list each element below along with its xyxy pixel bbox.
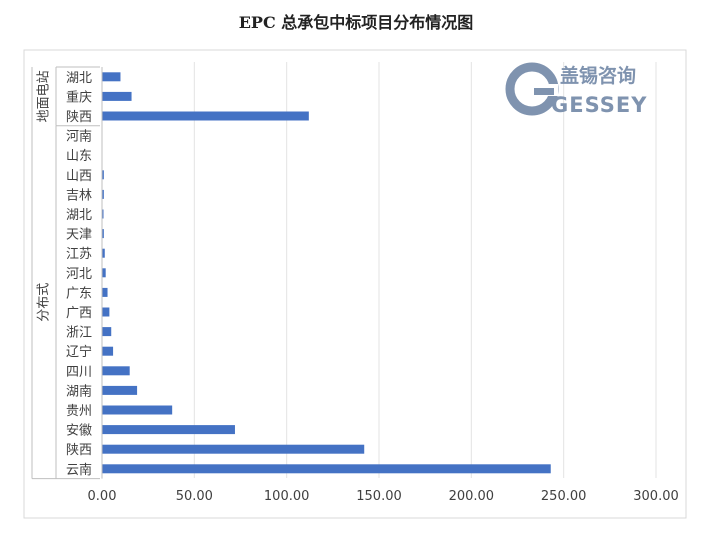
group-label: 地面电站 (37, 70, 52, 122)
category-label: 吉林 (66, 188, 92, 203)
category-label: 广东 (66, 286, 92, 301)
bar (102, 287, 108, 297)
bar (102, 425, 235, 435)
category-label: 山东 (66, 149, 92, 164)
bar (102, 268, 106, 278)
category-label: 四川 (66, 365, 92, 380)
category-label: 天津 (66, 228, 92, 243)
x-tick-label: 100.00 (264, 489, 310, 504)
bar (102, 91, 132, 101)
category-label: 贵州 (66, 404, 92, 419)
category-label: 湖南 (66, 383, 92, 399)
bar (102, 189, 104, 199)
category-label: 浙江 (66, 326, 92, 341)
bars (102, 72, 551, 474)
x-tick-label: 200.00 (449, 489, 495, 504)
bar (102, 405, 173, 415)
category-label: 湖北 (66, 208, 92, 223)
category-label: 江苏 (66, 246, 92, 262)
logo-g-bar (534, 88, 554, 95)
chart-frame (23, 49, 687, 519)
x-tick-label: 250.00 (541, 489, 587, 504)
group-label: 分布式 (37, 283, 52, 322)
bar (102, 111, 309, 121)
x-tick-labels: 0.00 50.00 100.00 150.00 200.00 250.00 300.00 (88, 489, 679, 504)
category-label: 安徽 (66, 424, 92, 439)
bar (102, 346, 114, 356)
x-tick-label: 300.00 (633, 489, 679, 504)
bar (102, 327, 112, 337)
x-tick-label: 150.00 (356, 489, 402, 504)
bar (102, 444, 365, 454)
category-label: 河北 (66, 267, 92, 282)
bar (102, 72, 121, 82)
category-label: 云南 (66, 462, 92, 478)
bar (102, 307, 110, 317)
logo-chinese-text: 盖锡咨询 (560, 64, 636, 87)
chart-title: EPC 总承包中标项目分布情况图 (239, 13, 474, 32)
gridlines (193, 62, 657, 478)
category-label: 湖北 (66, 71, 92, 86)
bar (102, 366, 130, 376)
x-tick-label: 50.00 (176, 489, 213, 504)
gessey-logo: 盖锡咨询 GESSEY (505, 62, 647, 117)
category-label: 辽宁 (66, 344, 92, 360)
category-label: 陕西 (66, 110, 92, 125)
x-tick-label: 0.00 (88, 489, 117, 504)
category-label: 河南 (66, 129, 92, 145)
logo-mark-text: GESSEY (551, 93, 647, 117)
category-label: 山西 (66, 169, 92, 184)
category-labels: 湖北重庆陕西河南山东山西吉林湖北天津江苏河北广东广西浙江辽宁四川湖南贵州安徽陕西… (66, 71, 92, 478)
bar (102, 464, 551, 474)
category-label: 重庆 (66, 89, 92, 105)
bar (102, 209, 104, 219)
category-label: 陕西 (66, 443, 92, 458)
category-label: 广西 (66, 306, 92, 321)
bar (102, 170, 104, 180)
bar (102, 248, 105, 258)
bar (102, 385, 138, 395)
bar (102, 229, 104, 239)
